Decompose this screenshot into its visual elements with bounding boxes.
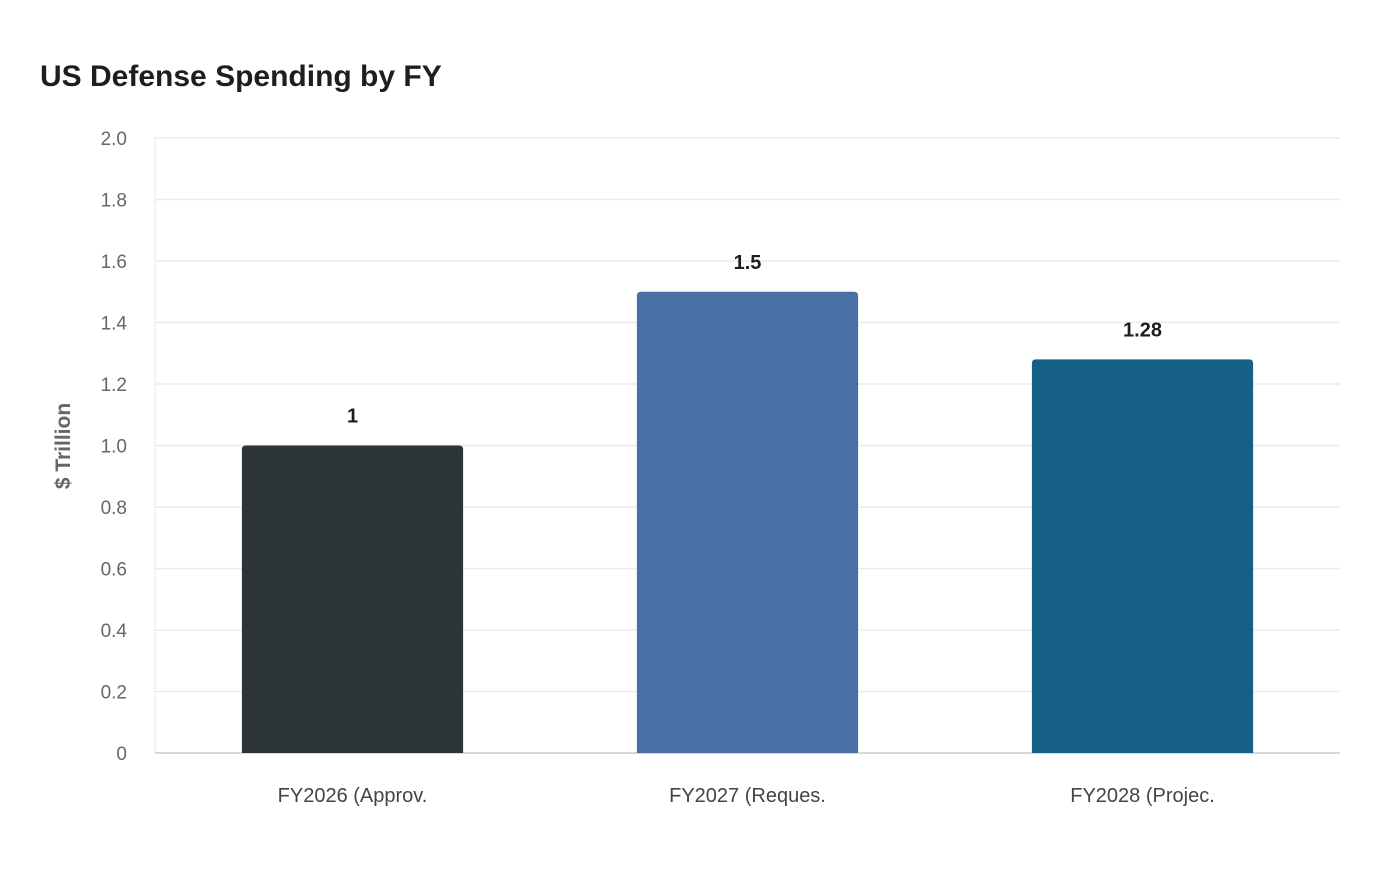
x-tick-label: FY2027 (Reques. <box>669 785 826 807</box>
y-tick-label: 2.0 <box>101 129 127 150</box>
y-axis-label: $ Trillion <box>52 403 75 489</box>
y-tick-label: 1.4 <box>101 314 128 335</box>
y-tick-label: 1.0 <box>101 437 127 458</box>
chart-title: US Defense Spending by FY <box>40 60 442 93</box>
y-tick-label: 0 <box>116 744 127 765</box>
y-tick-label: 1.8 <box>101 191 127 212</box>
y-tick-label: 1.6 <box>101 252 127 273</box>
x-tick-label: FY2028 (Projec. <box>1070 785 1215 807</box>
y-tick-label: 0.4 <box>101 621 128 642</box>
y-tick-label: 0.8 <box>101 498 127 519</box>
bar <box>636 291 859 753</box>
y-tick-label: 1.2 <box>101 375 127 396</box>
data-label: 1.5 <box>734 252 762 274</box>
x-tick-label: FY2026 (Approv. <box>278 785 428 807</box>
y-tick-label: 0.2 <box>101 683 127 704</box>
y-tick-label: 0.6 <box>101 560 127 581</box>
bar <box>1031 359 1254 753</box>
data-label: 1.28 <box>1123 319 1162 341</box>
bar <box>241 445 464 753</box>
data-label: 1 <box>347 406 358 428</box>
